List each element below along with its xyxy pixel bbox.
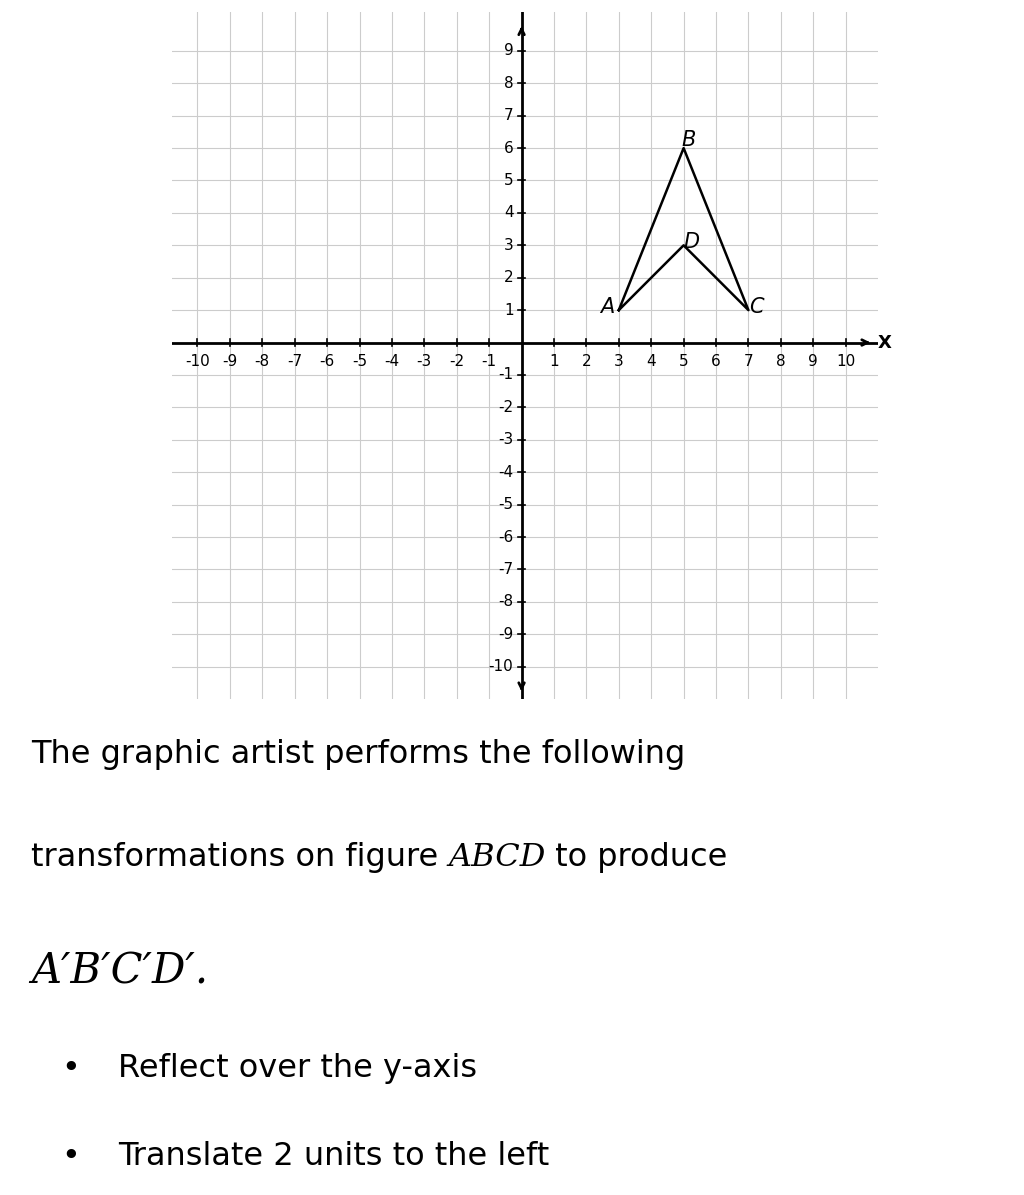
Text: 8: 8 [504, 75, 513, 91]
Text: -2: -2 [499, 400, 513, 415]
Text: 10: 10 [836, 354, 855, 369]
Text: -9: -9 [222, 354, 238, 369]
Text: Reflect over the y-axis: Reflect over the y-axis [118, 1053, 477, 1084]
Text: 4: 4 [504, 206, 513, 220]
Text: -6: -6 [499, 529, 513, 545]
Text: 8: 8 [776, 354, 785, 369]
Text: 2: 2 [582, 354, 591, 369]
Text: C: C [750, 296, 764, 317]
Text: -3: -3 [417, 354, 432, 369]
Text: -10: -10 [185, 354, 210, 369]
Text: 9: 9 [808, 354, 818, 369]
Text: -6: -6 [319, 354, 335, 369]
Text: 1: 1 [549, 354, 559, 369]
Text: 9: 9 [504, 43, 513, 59]
Text: -8: -8 [499, 594, 513, 609]
Text: 3: 3 [614, 354, 624, 369]
Text: -5: -5 [352, 354, 367, 369]
Text: -4: -4 [384, 354, 399, 369]
Text: -4: -4 [499, 465, 513, 479]
Text: 7: 7 [743, 354, 754, 369]
Text: -10: -10 [488, 660, 513, 674]
Text: A′B′C′D′.: A′B′C′D′. [31, 950, 208, 992]
Text: to produce: to produce [546, 842, 728, 874]
Text: 1: 1 [504, 302, 513, 318]
Text: A: A [600, 296, 614, 317]
Text: 5: 5 [504, 173, 513, 188]
Text: 7: 7 [504, 109, 513, 123]
Text: •: • [61, 1053, 80, 1084]
Text: The graphic artist performs the following: The graphic artist performs the followin… [31, 740, 685, 771]
Text: -8: -8 [255, 354, 270, 369]
Text: 4: 4 [646, 354, 656, 369]
Text: -7: -7 [287, 354, 302, 369]
Text: 6: 6 [504, 141, 513, 155]
Text: D: D [684, 232, 699, 252]
Text: X: X [879, 333, 892, 351]
Text: ABCD: ABCD [449, 842, 546, 874]
Text: Translate 2 units to the left: Translate 2 units to the left [118, 1141, 549, 1172]
Text: -9: -9 [499, 626, 513, 642]
Text: transformations on figure: transformations on figure [31, 842, 449, 874]
Text: 6: 6 [711, 354, 721, 369]
Text: -1: -1 [499, 367, 513, 382]
Text: •: • [61, 1141, 80, 1172]
Text: 5: 5 [679, 354, 688, 369]
Text: 2: 2 [504, 270, 513, 286]
Text: -7: -7 [499, 562, 513, 577]
Text: -1: -1 [481, 354, 497, 369]
Text: -5: -5 [499, 497, 513, 513]
Text: -2: -2 [450, 354, 464, 369]
Text: B: B [681, 130, 695, 151]
Text: -3: -3 [499, 433, 513, 447]
Text: 3: 3 [504, 238, 513, 253]
